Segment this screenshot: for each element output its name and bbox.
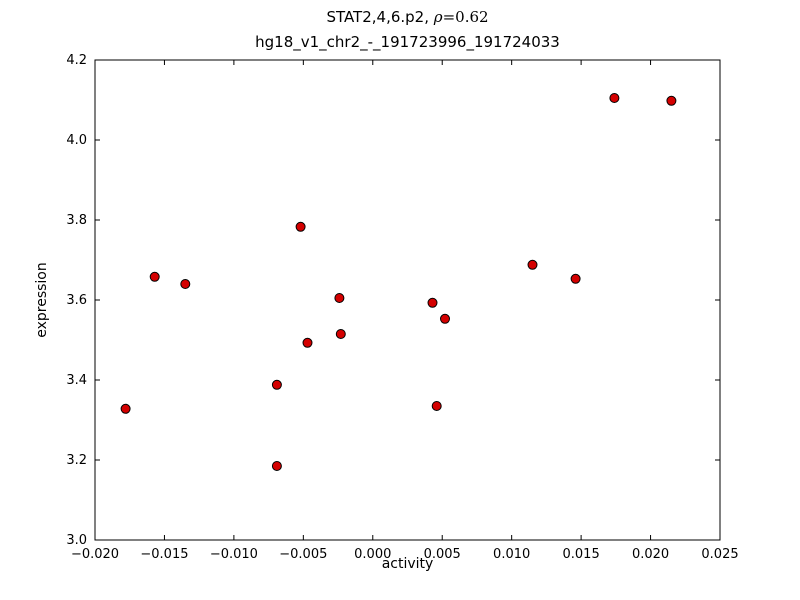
data-point [666, 95, 677, 106]
data-point [440, 313, 450, 324]
x-tick-label: 0.025 [701, 547, 738, 562]
chart-title-text: STAT2,4,6.p2, [326, 8, 434, 26]
data-point [120, 403, 131, 414]
x-tick-label: −0.020 [71, 547, 119, 562]
rho-symbol: ρ [433, 8, 443, 26]
data-point [335, 329, 346, 339]
x-axis-label: activity [381, 556, 434, 572]
data-point [609, 93, 620, 103]
rho-value: =0.62 [442, 8, 489, 26]
axes-frame [94, 59, 721, 541]
y-tick-label: 3.6 [66, 293, 87, 308]
chart-subtitle: hg18_v1_chr2_-_191723996_191724033 [255, 33, 560, 51]
x-tick-label: −0.005 [279, 547, 327, 562]
x-tick-label: 0.010 [493, 547, 530, 562]
data-point [334, 293, 345, 303]
y-tick-label: 3.4 [66, 373, 87, 388]
data-point [302, 337, 313, 348]
y-tick-label: 4.2 [66, 53, 87, 68]
y-tick-label: 3.0 [66, 533, 87, 548]
x-tick-label: 0.015 [563, 547, 600, 562]
x-tick-label: −0.010 [210, 547, 258, 562]
chart-title-math: ρ=0.62 [434, 8, 489, 26]
data-point [427, 297, 438, 308]
data-point [431, 401, 442, 411]
data-point [295, 221, 306, 232]
data-point [180, 279, 191, 289]
data-point [570, 273, 581, 284]
y-tick-label: 3.2 [66, 453, 87, 468]
data-point [149, 271, 160, 282]
y-tick-label: 4.0 [66, 133, 87, 148]
x-tick-label: 0.005 [424, 547, 461, 562]
chart-title: STAT2,4,6.p2, ρ=0.62 [95, 8, 720, 26]
x-tick-label: 0.020 [632, 547, 669, 562]
x-tick-label: 0.000 [354, 547, 391, 562]
y-tick-label: 3.8 [66, 213, 87, 228]
data-point [271, 379, 282, 390]
x-tick-label: −0.015 [140, 547, 188, 562]
data-point [527, 259, 538, 270]
data-point [271, 461, 282, 471]
